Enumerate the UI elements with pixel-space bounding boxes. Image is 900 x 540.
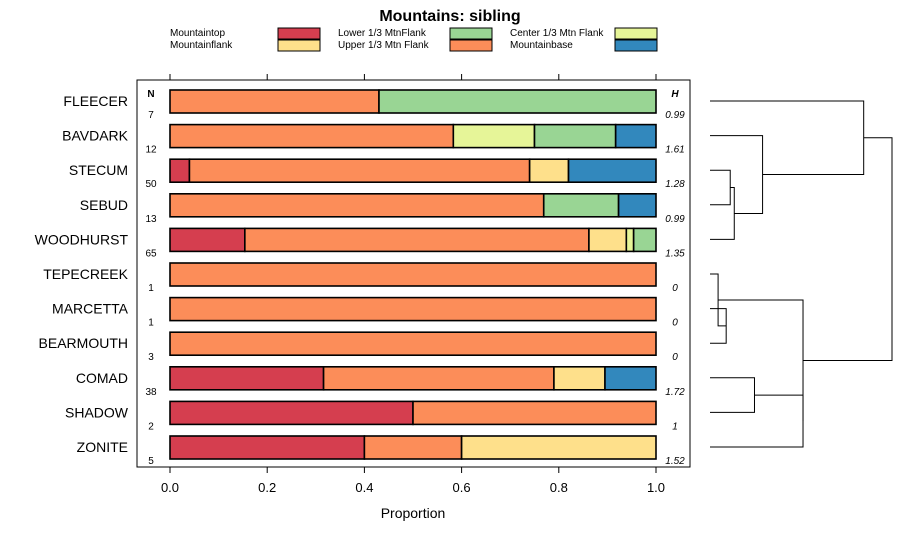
legend-swatch [277,39,321,52]
h-value: 0.99 [665,110,685,121]
bar-segment [528,158,570,183]
bar-segment [244,227,590,253]
x-tick-label: 0.6 [453,480,471,495]
bar-segment [452,123,536,149]
bar-segment [169,89,380,114]
bar-segment [169,400,414,426]
h-value: 1.52 [665,456,685,467]
row-label: SEBUD [80,197,128,213]
h-value: 1.72 [665,387,685,398]
row-label: TEPECREEK [43,266,128,282]
dendrogram-link [710,377,755,413]
bar-segment [169,262,657,287]
dendrogram-link [710,169,731,206]
bar-segment [169,296,657,322]
legend-label: Mountainflank [170,40,233,51]
row-label: BEARMOUTH [39,335,128,351]
bar-segment [533,123,617,149]
bar-segment [322,365,555,391]
h-value: 0.99 [665,214,685,225]
n-value: 12 [145,145,157,156]
n-value: 5 [148,456,154,467]
legend-label: Mountaintop [170,28,225,39]
x-axis: 0.0 0.2 0.4 0.6 0.8 1.0 [161,74,665,495]
row-label: ZONITE [77,439,128,455]
row-label: FLEECER [63,93,128,109]
n-value: 1 [148,318,154,329]
legend-label: Upper 1/3 Mtn Flank [338,40,430,51]
n-header: N [147,89,154,100]
h-value: 0 [672,318,678,329]
dendrogram-link [710,100,865,176]
n-value: 38 [145,387,157,398]
bar-segment [614,123,657,149]
bar-segment [632,227,657,253]
h-header: H [671,89,679,100]
bar-segment [378,89,657,114]
bar-segment [169,227,246,253]
bar-segment [567,158,657,183]
n-value: 2 [148,421,154,432]
h-value: 0 [672,352,678,363]
h-value: 0 [672,283,678,294]
bar-segment [169,158,191,183]
n-value: 1 [148,283,154,294]
dendrogram-link [710,394,804,448]
n-value: 65 [145,248,157,259]
x-axis-label: Proportion [381,505,446,521]
dendrogram [710,100,893,448]
chart-title: Mountains: sibling [379,8,520,25]
bar-segment [542,193,620,218]
row-label: BAVDARK [62,128,129,144]
h-value: 1.28 [665,179,685,190]
legend-label: Lower 1/3 MtnFlank [338,28,427,39]
bar-segment [169,331,657,357]
x-tick-label: 1.0 [647,480,665,495]
bar-segment [188,158,531,183]
row-label: STECUM [69,162,128,178]
bar-segment [553,365,606,391]
h-value: 1.61 [665,145,684,156]
bar-segment [169,193,545,218]
bar-segment [169,123,455,149]
row-label: COMAD [76,370,128,386]
n-value: 50 [145,179,157,190]
row-label: WOODHURST [35,231,129,247]
bar-segment [617,193,657,218]
h-value: 1 [672,421,678,432]
dendrogram-link [718,299,804,422]
dendrogram-link [710,135,764,214]
dendrogram-link [803,137,893,361]
n-value: 7 [148,110,154,121]
n-value: 3 [148,352,154,363]
legend-label: Mountainbase [510,40,573,51]
bar-segment [363,435,463,460]
bar-segment [412,400,657,426]
x-tick-label: 0.4 [355,480,373,495]
legend-swatch [449,39,493,52]
bar-segment [625,227,635,253]
legend-swatch [449,27,493,40]
bar-segment [604,365,657,391]
bar-segment [169,435,366,460]
h-value: 1.35 [665,248,685,259]
legend-swatch [277,27,321,40]
x-tick-label: 0.8 [550,480,568,495]
row-label: SHADOW [65,404,129,420]
legend-label: Center 1/3 Mtn Flank [510,28,604,39]
x-tick-label: 0.0 [161,480,179,495]
plot-frame [136,79,691,468]
legend-swatch [614,39,658,52]
row-label: MARCETTA [52,301,129,317]
legend-swatch [614,27,658,40]
x-tick-label: 0.2 [258,480,276,495]
n-value: 13 [145,214,157,225]
bar-segment [169,365,325,391]
bar-segment [460,435,657,460]
bar-segment [588,227,628,253]
